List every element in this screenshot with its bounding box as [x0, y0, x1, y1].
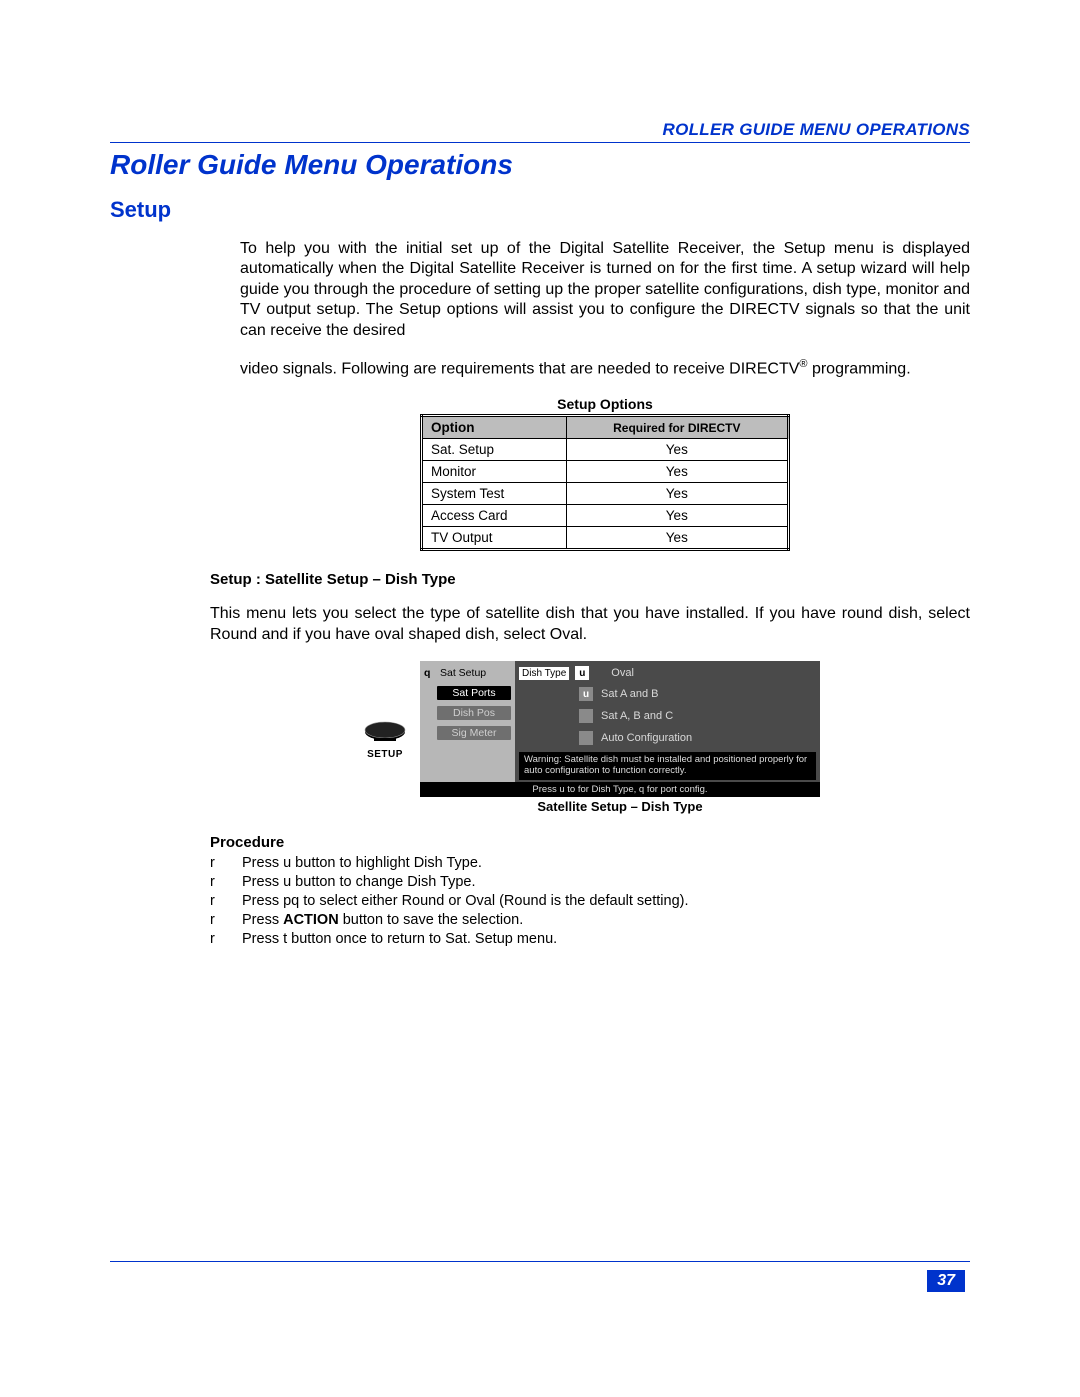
procedure-step: r Press u button to change Dish Type. [210, 874, 970, 890]
sidebar-row: Dish Pos [422, 704, 513, 722]
table-row: TV OutputYes [422, 527, 789, 550]
osd-footer: Press u to for Dish Type, q for port con… [420, 782, 820, 797]
table-row: System TestYes [422, 483, 789, 505]
sidebar-item-sat-setup: Sat Setup [437, 666, 511, 680]
intro-paragraph-2b: programming. [808, 361, 911, 378]
opt-cell: Monitor [422, 461, 567, 483]
osd-caption: Satellite Setup – Dish Type [420, 799, 820, 814]
option-row: u Sat A and B [519, 684, 816, 704]
table-header-row: Option Required for DIRECTV [422, 416, 789, 439]
step-text: Press pq to select either Round or Oval … [242, 893, 689, 909]
opt-cell: System Test [422, 483, 567, 505]
running-header: ROLLER GUIDE MENU OPERATIONS [110, 120, 970, 143]
table-row: Sat. SetupYes [422, 439, 789, 461]
step-text: Press u button to highlight Dish Type. [242, 855, 482, 871]
procedure-step: r Press pq to select either Round or Oval… [210, 893, 970, 909]
footer-rule [110, 1261, 970, 1262]
opt-cell: Access Card [422, 505, 567, 527]
req-cell: Yes [566, 505, 788, 527]
setup-icon: SETUP [355, 721, 415, 760]
setup-icon-label: SETUP [367, 749, 403, 760]
procedure-step: r Press t button once to return to Sat. S… [210, 931, 970, 947]
section-heading-setup: Setup [110, 197, 970, 223]
option-row: Sat A, B and C [519, 706, 816, 726]
intro-paragraph-1: To help you with the initial set up of t… [240, 239, 970, 341]
req-cell: Yes [566, 527, 788, 550]
subsection-body: This menu lets you select the type of sa… [210, 604, 970, 645]
step-pre: Press [242, 912, 283, 928]
req-cell: Yes [566, 483, 788, 505]
option-box [579, 709, 593, 723]
osd-panel: q Sat Setup Sat Ports Dish Pos Sig Meter [420, 661, 820, 782]
step-text: Press ACTION button to save the selectio… [242, 912, 523, 928]
u-box-grey: u [579, 687, 593, 701]
option-label: Auto Configuration [601, 732, 692, 744]
sidebar-item-sat-ports: Sat Ports [437, 686, 511, 700]
req-cell: Yes [566, 439, 788, 461]
option-label: Sat A and B [601, 688, 659, 700]
selected-option: Oval [611, 667, 634, 679]
table-row: Access CardYes [422, 505, 789, 527]
procedure-list: rPress u button to highlight Dish Type. … [210, 855, 970, 947]
page-number: 37 [927, 1270, 965, 1292]
osd-warning: Warning: Satellite dish must be installe… [519, 752, 816, 780]
sidebar-row: q Sat Setup [422, 664, 513, 682]
procedure-heading: Procedure [210, 834, 970, 851]
option-label: Sat A, B and C [601, 710, 673, 722]
step-marker: r [210, 893, 220, 909]
osd-content: Dish Type u Oval u Sat A and B Sat A, B … [515, 661, 820, 782]
step-text: Press t button once to return to Sat. Se… [242, 931, 557, 947]
sidebar-item-dish-pos: Dish Pos [437, 706, 511, 720]
dish-type-chip: Dish Type [519, 667, 569, 680]
u-box-white: u [575, 666, 589, 680]
intro-paragraph-2a: video signals. Following are requirement… [240, 361, 799, 378]
sidebar-row: Sat Ports [422, 684, 513, 702]
opt-cell: Sat. Setup [422, 439, 567, 461]
step-post: button to save the selection. [339, 912, 524, 928]
table-row: MonitorYes [422, 461, 789, 483]
subsection-heading: Setup : Satellite Setup – Dish Type [210, 571, 970, 588]
osd-screenshot: SETUP q Sat Setup Sat Ports Dish Pos [420, 661, 970, 814]
registered-mark: ® [799, 358, 807, 370]
osd-head-row: Dish Type u Oval [519, 664, 816, 682]
procedure-step: r Press ACTION button to save the selecti… [210, 912, 970, 928]
osd-sidebar: q Sat Setup Sat Ports Dish Pos Sig Meter [420, 661, 515, 782]
sidebar-item-sig-meter: Sig Meter [437, 726, 511, 740]
step-text: Press u button to change Dish Type. [242, 874, 476, 890]
step-marker: r [210, 855, 220, 871]
option-row: Auto Configuration [519, 728, 816, 748]
col-option: Option [422, 416, 567, 439]
sidebar-marker: q [424, 667, 434, 679]
setup-options-table-wrap: Option Required for DIRECTV Sat. SetupYe… [420, 414, 970, 551]
req-cell: Yes [566, 461, 788, 483]
col-required: Required for DIRECTV [566, 416, 788, 439]
step-marker: r [210, 912, 220, 928]
option-box [579, 731, 593, 745]
table-caption: Setup Options [420, 396, 790, 412]
sidebar-row: Sig Meter [422, 724, 513, 742]
step-marker: r [210, 874, 220, 890]
page-title: Roller Guide Menu Operations [110, 149, 970, 181]
action-strong: ACTION [283, 912, 339, 928]
setup-options-table: Option Required for DIRECTV Sat. SetupYe… [420, 414, 790, 551]
procedure-step: r Press u button to highlight Dish Type. [210, 855, 970, 871]
opt-cell: TV Output [422, 527, 567, 550]
step-marker: r [210, 931, 220, 947]
intro-paragraph-2: video signals. Following are requirement… [240, 357, 970, 380]
